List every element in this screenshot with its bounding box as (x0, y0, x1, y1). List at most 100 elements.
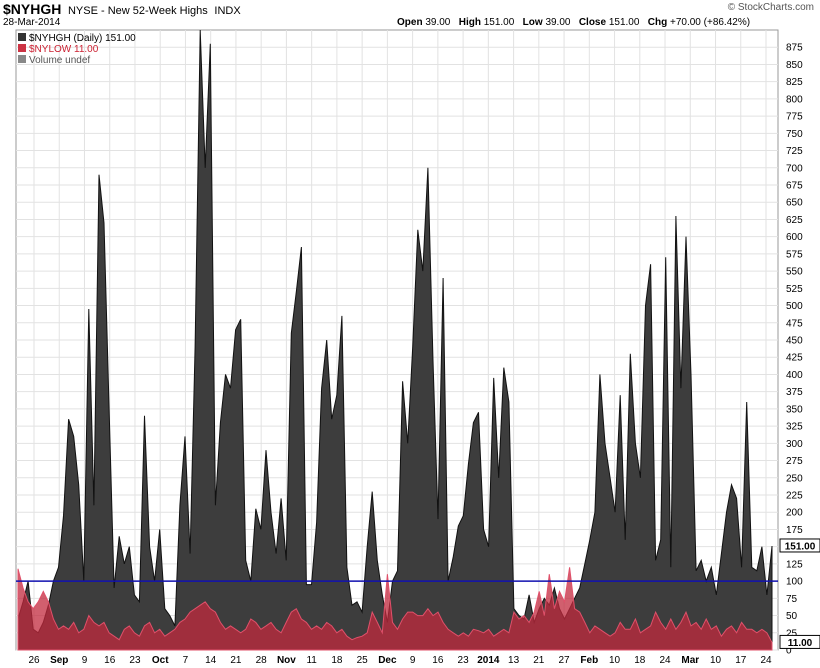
y-tick-label: 725 (786, 146, 803, 157)
x-tick-label: 27 (559, 655, 571, 666)
legend-volume: Volume undef (29, 55, 90, 66)
y-tick-label: 475 (786, 318, 803, 329)
x-tick-label: 18 (331, 655, 343, 666)
x-tick-label: Mar (681, 655, 699, 666)
y-tick-label: 800 (786, 94, 803, 105)
x-tick-label: 18 (634, 655, 646, 666)
high-value: 151.00 (483, 17, 515, 28)
x-tick-label: Dec (378, 655, 397, 666)
low-label: Low (522, 17, 543, 28)
nylow-last-label: 11.00 (788, 638, 813, 649)
y-tick-label: 525 (786, 284, 803, 295)
low-value: 39.00 (545, 17, 571, 28)
y-tick-label: 575 (786, 249, 803, 260)
x-tick-label: Feb (580, 655, 598, 666)
x-tick-label: 21 (533, 655, 545, 666)
symbol-type: INDX (214, 5, 241, 17)
y-tick-label: 350 (786, 404, 803, 415)
x-tick-label: 25 (357, 655, 369, 666)
y-tick-label: 100 (786, 577, 803, 588)
y-tick-label: 250 (786, 473, 803, 484)
y-tick-label: 625 (786, 215, 803, 226)
x-axis: 26 Sep 9 16 23 Oct 7 14 21 28 Nov 11 18 25 Dec 9 16 23 201… (28, 655, 772, 666)
x-tick-label: 13 (508, 655, 520, 666)
x-tick-label: 2014 (477, 655, 500, 666)
y-tick-label: 375 (786, 387, 803, 398)
y-tick-label: 200 (786, 508, 803, 519)
x-tick-label: 7 (183, 655, 189, 666)
nyhgh-last-box (779, 538, 820, 553)
last-value-labels: 151.00 11.00 (779, 538, 820, 649)
y-tick-label: 400 (786, 370, 803, 381)
x-tick-label: 9 (82, 655, 88, 666)
x-tick-label: 21 (230, 655, 242, 666)
chart-date: 28-Mar-2014 (3, 17, 61, 28)
x-tick-label: 11 (306, 655, 317, 666)
x-tick-label: 16 (104, 655, 116, 666)
y-tick-label: 600 (786, 232, 803, 243)
legend-nyhgh: $NYHGH (Daily) 151.00 (29, 33, 136, 44)
y-tick-label: 0 (786, 646, 792, 657)
x-tick-label: Oct (152, 655, 169, 666)
y-tick-label: 50 (786, 611, 798, 622)
y-tick-label: 825 (786, 77, 803, 88)
nylow-last-box (779, 634, 820, 649)
y-tick-label: 850 (786, 60, 803, 71)
nyhgh-last-label: 151.00 (785, 541, 816, 552)
x-tick-label: 28 (256, 655, 268, 666)
x-tick-label: 26 (28, 655, 40, 666)
high-label: High (458, 17, 481, 28)
y-tick-label: 875 (786, 43, 803, 54)
close-label: Close (578, 17, 607, 28)
x-tick-label: 24 (760, 655, 772, 666)
y-tick-label: 675 (786, 181, 803, 192)
y-tick-label: 300 (786, 439, 803, 450)
y-tick-label: 700 (786, 163, 803, 174)
legend-swatch-volume (18, 55, 26, 63)
open-label: Open (397, 17, 423, 28)
symbol-name: NYSE - New 52-Week Highs (67, 5, 208, 17)
x-tick-label: 16 (432, 655, 444, 666)
y-tick-label: 425 (786, 353, 803, 364)
y-tick-label: 325 (786, 422, 803, 433)
x-tick-label: Sep (50, 655, 68, 666)
chg-value: +70.00 (+86.42%) (670, 17, 751, 28)
y-tick-label: 750 (786, 129, 803, 140)
y-tick-label: 275 (786, 456, 803, 467)
x-tick-label: 10 (710, 655, 722, 666)
legend-swatch-nylow (18, 44, 26, 52)
x-tick-label: 14 (205, 655, 217, 666)
chart-title: $NYHGH NYSE - New 52-Week Highs INDX (3, 1, 241, 17)
y-tick-label: 500 (786, 301, 803, 312)
x-tick-label: 24 (659, 655, 671, 666)
brand-watermark: © StockCharts.com (727, 2, 814, 13)
x-tick-label: 23 (129, 655, 141, 666)
y-tick-label: 650 (786, 198, 803, 209)
nyhgh-area (17, 29, 773, 651)
x-tick-label: 9 (410, 655, 416, 666)
chg-label: Chg (647, 17, 668, 28)
legend-swatch-nyhgh (18, 33, 26, 41)
y-tick-label: 175 (786, 525, 803, 536)
symbol: $NYHGH (3, 1, 62, 17)
y-tick-label: 450 (786, 336, 803, 347)
x-tick-label: 10 (609, 655, 621, 666)
close-value: 151.00 (608, 17, 640, 28)
y-tick-label: 550 (786, 267, 803, 278)
series-layer (17, 29, 773, 651)
y-tick-label: 775 (786, 112, 803, 123)
y-tick-label: 225 (786, 491, 803, 502)
y-axis: 0255075100125150175200225250275300325350… (786, 43, 803, 657)
legend-nylow: $NYLOW 11.00 (29, 44, 99, 55)
ohlc-summary: Open 39.00 High 151.00 Low 39.00 Close 1… (397, 17, 750, 28)
nylow-area (17, 567, 773, 651)
y-tick-label: 75 (786, 594, 798, 605)
open-value: 39.00 (425, 17, 451, 28)
legend: $NYHGH (Daily) 151.00 $NYLOW 11.00 Volum… (18, 33, 136, 66)
y-tick-label: 25 (786, 628, 798, 639)
x-tick-label: 17 (735, 655, 747, 666)
y-tick-label: 125 (786, 559, 803, 570)
x-tick-label: 23 (458, 655, 470, 666)
x-tick-label: Nov (277, 655, 296, 666)
